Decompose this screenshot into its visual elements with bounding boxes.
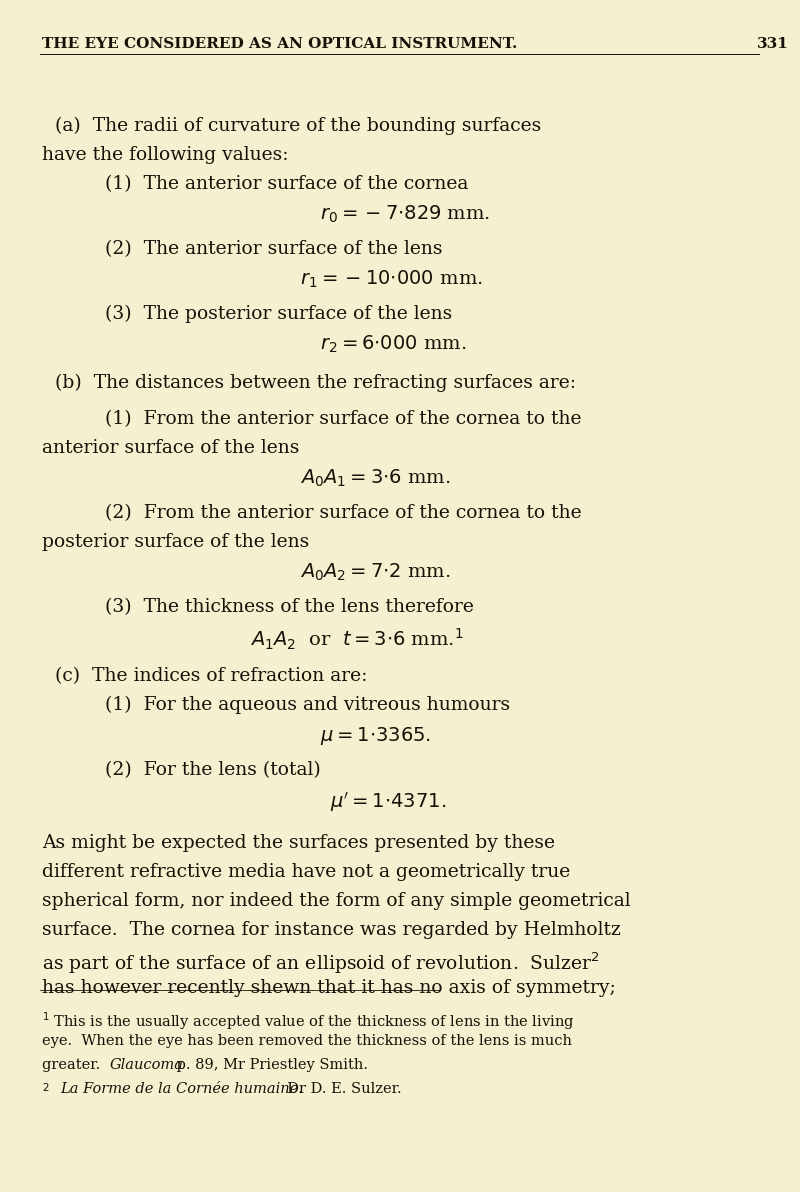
Text: p. 89, Mr Priestley Smith.: p. 89, Mr Priestley Smith. [172, 1058, 368, 1072]
Text: spherical form, nor indeed the form of any simple geometrical: spherical form, nor indeed the form of a… [42, 892, 630, 909]
Text: posterior surface of the lens: posterior surface of the lens [42, 533, 309, 551]
Text: $\mu = 1{\cdot}3365.$: $\mu = 1{\cdot}3365.$ [319, 725, 430, 747]
Text: anterior surface of the lens: anterior surface of the lens [42, 439, 299, 457]
Text: as part of the surface of an ellipsoid of revolution.  Sulzer$^2$: as part of the surface of an ellipsoid o… [42, 950, 600, 975]
Text: have the following values:: have the following values: [42, 145, 289, 164]
Text: (2)  The anterior surface of the lens: (2) The anterior surface of the lens [105, 240, 442, 257]
Text: (2)  For the lens (total): (2) For the lens (total) [105, 760, 321, 780]
Text: (1)  From the anterior surface of the cornea to the: (1) From the anterior surface of the cor… [105, 410, 582, 428]
Text: (c)  The indices of refraction are:: (c) The indices of refraction are: [55, 668, 367, 685]
Text: $^2$: $^2$ [42, 1082, 51, 1100]
Text: (1)  For the aqueous and vitreous humours: (1) For the aqueous and vitreous humours [105, 696, 510, 714]
Text: 331: 331 [757, 37, 789, 51]
Text: $\mu' = 1{\cdot}4371.$: $\mu' = 1{\cdot}4371.$ [330, 790, 446, 814]
Text: $r_1 = -10{\cdot}000$ mm.: $r_1 = -10{\cdot}000$ mm. [299, 269, 482, 291]
Text: $A_0 A_1 = 3{\cdot}6$ mm.: $A_0 A_1 = 3{\cdot}6$ mm. [299, 468, 450, 489]
Text: $r_2 = 6{\cdot}000$ mm.: $r_2 = 6{\cdot}000$ mm. [319, 334, 466, 355]
Text: has however recently shewn that it has no axis of symmetry;: has however recently shewn that it has n… [42, 979, 616, 997]
Text: THE EYE CONSIDERED AS AN OPTICAL INSTRUMENT.: THE EYE CONSIDERED AS AN OPTICAL INSTRUM… [42, 37, 518, 51]
Text: Dr D. E. Sulzer.: Dr D. E. Sulzer. [278, 1082, 402, 1095]
Text: (3)  The posterior surface of the lens: (3) The posterior surface of the lens [105, 305, 452, 323]
Text: Glaucoma: Glaucoma [110, 1058, 184, 1072]
Text: (2)  From the anterior surface of the cornea to the: (2) From the anterior surface of the cor… [105, 504, 582, 522]
Text: (b)  The distances between the refracting surfaces are:: (b) The distances between the refracting… [55, 374, 576, 392]
Text: $A_0 A_2 = 7{\cdot}2$ mm.: $A_0 A_2 = 7{\cdot}2$ mm. [299, 561, 450, 583]
Text: As might be expected the surfaces presented by these: As might be expected the surfaces presen… [42, 834, 555, 852]
Text: La Forme de la Cornée humaine.: La Forme de la Cornée humaine. [60, 1082, 302, 1095]
Text: (3)  The thickness of the lens therefore: (3) The thickness of the lens therefore [105, 598, 474, 616]
Text: $r_0 = -7{\cdot}829$ mm.: $r_0 = -7{\cdot}829$ mm. [319, 204, 490, 225]
Text: surface.  The cornea for instance was regarded by Helmholtz: surface. The cornea for instance was reg… [42, 921, 621, 939]
Text: (1)  The anterior surface of the cornea: (1) The anterior surface of the cornea [105, 175, 468, 193]
Text: $^1$ This is the usually accepted value of the thickness of lens in the living: $^1$ This is the usually accepted value … [42, 1010, 574, 1032]
Text: greater.: greater. [42, 1058, 110, 1072]
Text: $A_1 A_2$  or  $t = 3{\cdot}6$ mm.$^1$: $A_1 A_2$ or $t = 3{\cdot}6$ mm.$^1$ [250, 627, 463, 652]
Text: eye.  When the eye has been removed the thickness of the lens is much: eye. When the eye has been removed the t… [42, 1033, 572, 1048]
Text: (a)  The radii of curvature of the bounding surfaces: (a) The radii of curvature of the boundi… [55, 117, 541, 135]
Text: different refractive media have not a geometrically true: different refractive media have not a ge… [42, 863, 570, 881]
